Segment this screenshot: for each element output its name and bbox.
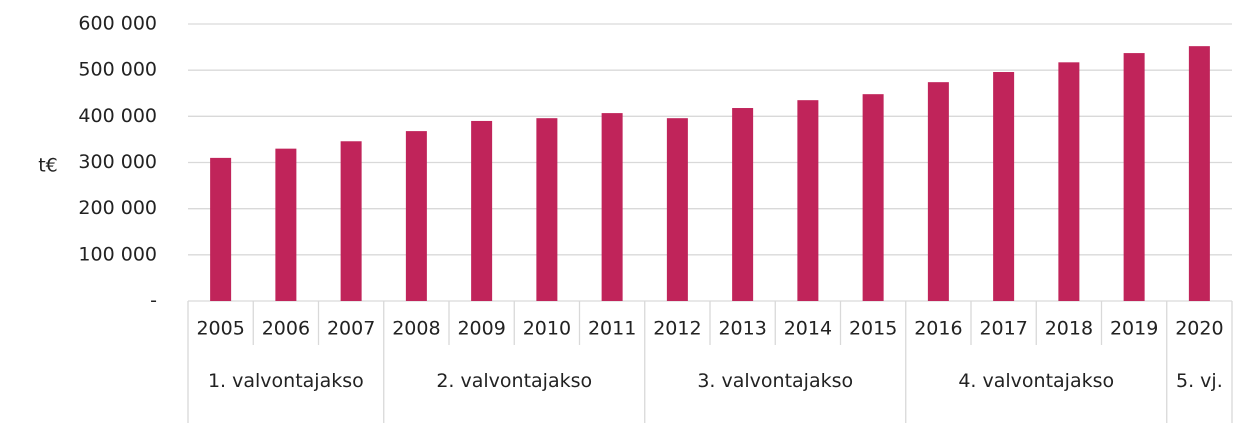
- bar: [1058, 62, 1080, 302]
- x-tick-label: 2005: [196, 318, 244, 340]
- group-label: 1. valvontajakso: [207, 370, 364, 392]
- group-label-box: 1. valvontajakso: [207, 370, 364, 392]
- x-tick-label: 2009: [457, 318, 505, 340]
- x-tick-label: 2020: [1175, 318, 1223, 340]
- bar: [405, 131, 427, 301]
- x-tick-label: 2017: [979, 318, 1027, 340]
- x-tick-label: 2014: [784, 318, 832, 340]
- group-label-box: 2. valvontajakso: [436, 370, 593, 392]
- y-tick-label: 300 000: [78, 151, 157, 173]
- x-tick-label: 2006: [262, 318, 310, 340]
- x-tick-label: 2019: [1110, 318, 1158, 340]
- x-tick-label: 2007: [327, 318, 375, 340]
- y-tick-label: 400 000: [78, 105, 157, 127]
- group-label-box: 3. valvontajakso: [697, 370, 854, 392]
- group-label-box: 4. valvontajakso: [958, 370, 1115, 392]
- y-tick-label: 100 000: [78, 243, 157, 265]
- bar: [210, 157, 232, 301]
- bar: [340, 141, 362, 301]
- bar: [536, 118, 558, 302]
- bar: [797, 100, 819, 301]
- bar: [275, 148, 297, 301]
- y-tick-label: 200 000: [78, 197, 157, 219]
- group-label: 3. valvontajakso: [697, 370, 854, 392]
- bar: [732, 108, 754, 301]
- bar: [666, 118, 688, 302]
- x-tick-label: 2018: [1045, 318, 1093, 340]
- y-tick-label: -: [150, 290, 157, 312]
- y-tick-label: 500 000: [78, 59, 157, 81]
- bar: [601, 113, 623, 301]
- bar: [1188, 46, 1210, 301]
- bar: [927, 82, 949, 301]
- y-tick-label: 600 000: [78, 13, 157, 35]
- x-tick-label: 2008: [392, 318, 440, 340]
- bar: [993, 72, 1015, 301]
- x-tick-label: 2013: [718, 318, 766, 340]
- group-label: 5. vj.: [1176, 370, 1223, 392]
- x-tick-label: 2012: [653, 318, 701, 340]
- x-tick-label: 2015: [849, 318, 897, 340]
- group-label: 2. valvontajakso: [436, 370, 593, 392]
- bar: [1123, 53, 1145, 302]
- y-axis-label: t€: [38, 155, 58, 177]
- x-tick-label: 2010: [523, 318, 571, 340]
- bar: [471, 120, 493, 301]
- x-tick-label: 2016: [914, 318, 962, 340]
- bar: [862, 94, 884, 301]
- x-tick-label: 2011: [588, 318, 636, 340]
- group-label-box: 5. vj.: [1176, 370, 1223, 392]
- group-label: 4. valvontajakso: [958, 370, 1115, 392]
